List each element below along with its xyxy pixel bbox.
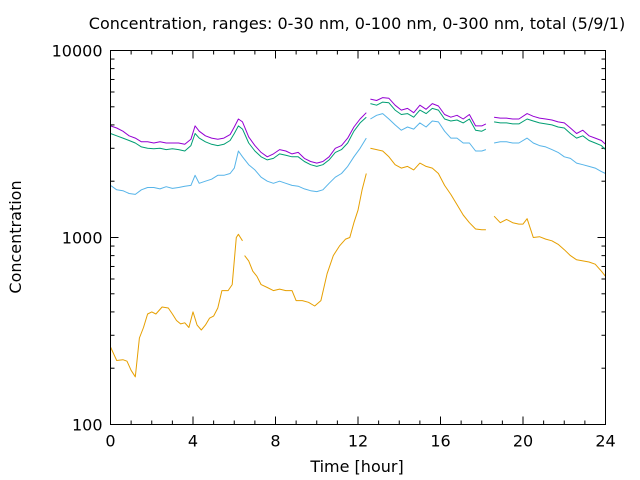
series-4-line-segment-3 bbox=[494, 113, 606, 145]
x-tick-label: 16 bbox=[430, 432, 450, 451]
x-tick-label: 0 bbox=[105, 432, 115, 451]
series-1-line-segment-2 bbox=[244, 173, 367, 307]
x-tick-label: 12 bbox=[348, 432, 368, 451]
series-group bbox=[110, 97, 606, 378]
x-tick-label: 4 bbox=[188, 432, 198, 451]
plot-frame bbox=[110, 50, 606, 425]
series-4-line-segment-2 bbox=[370, 97, 487, 127]
x-tick-label: 8 bbox=[270, 432, 280, 451]
series-1-line-segment-3 bbox=[370, 147, 486, 231]
y-tick-label: 100 bbox=[72, 416, 103, 435]
chart-title: Concentration, ranges: 0-30 nm, 0-100 nm… bbox=[89, 14, 625, 33]
series-1-line-segment-1 bbox=[110, 233, 243, 378]
series-4-line-segment-1 bbox=[110, 112, 367, 164]
series-2-line-segment-3 bbox=[494, 137, 606, 174]
y-axis-title: Concentration bbox=[6, 180, 25, 293]
series-2-line-segment-2 bbox=[370, 113, 487, 152]
y-tick-label: 1000 bbox=[62, 229, 103, 248]
series-3-line-segment-1 bbox=[110, 116, 367, 167]
series-3-line-segment-2 bbox=[370, 101, 487, 132]
axis-ticks: 0 4 8 12 16 20 24 100 1000 10000 bbox=[52, 42, 616, 451]
x-tick-label: 24 bbox=[595, 432, 615, 451]
series-3-line-segment-3 bbox=[494, 118, 606, 150]
y-tick-label: 10000 bbox=[52, 42, 103, 61]
series-2-line-segment-1 bbox=[110, 137, 367, 195]
x-axis-title: Time [hour] bbox=[309, 457, 403, 476]
series-1-line-segment-4 bbox=[493, 215, 606, 277]
x-tick-label: 20 bbox=[513, 432, 533, 451]
